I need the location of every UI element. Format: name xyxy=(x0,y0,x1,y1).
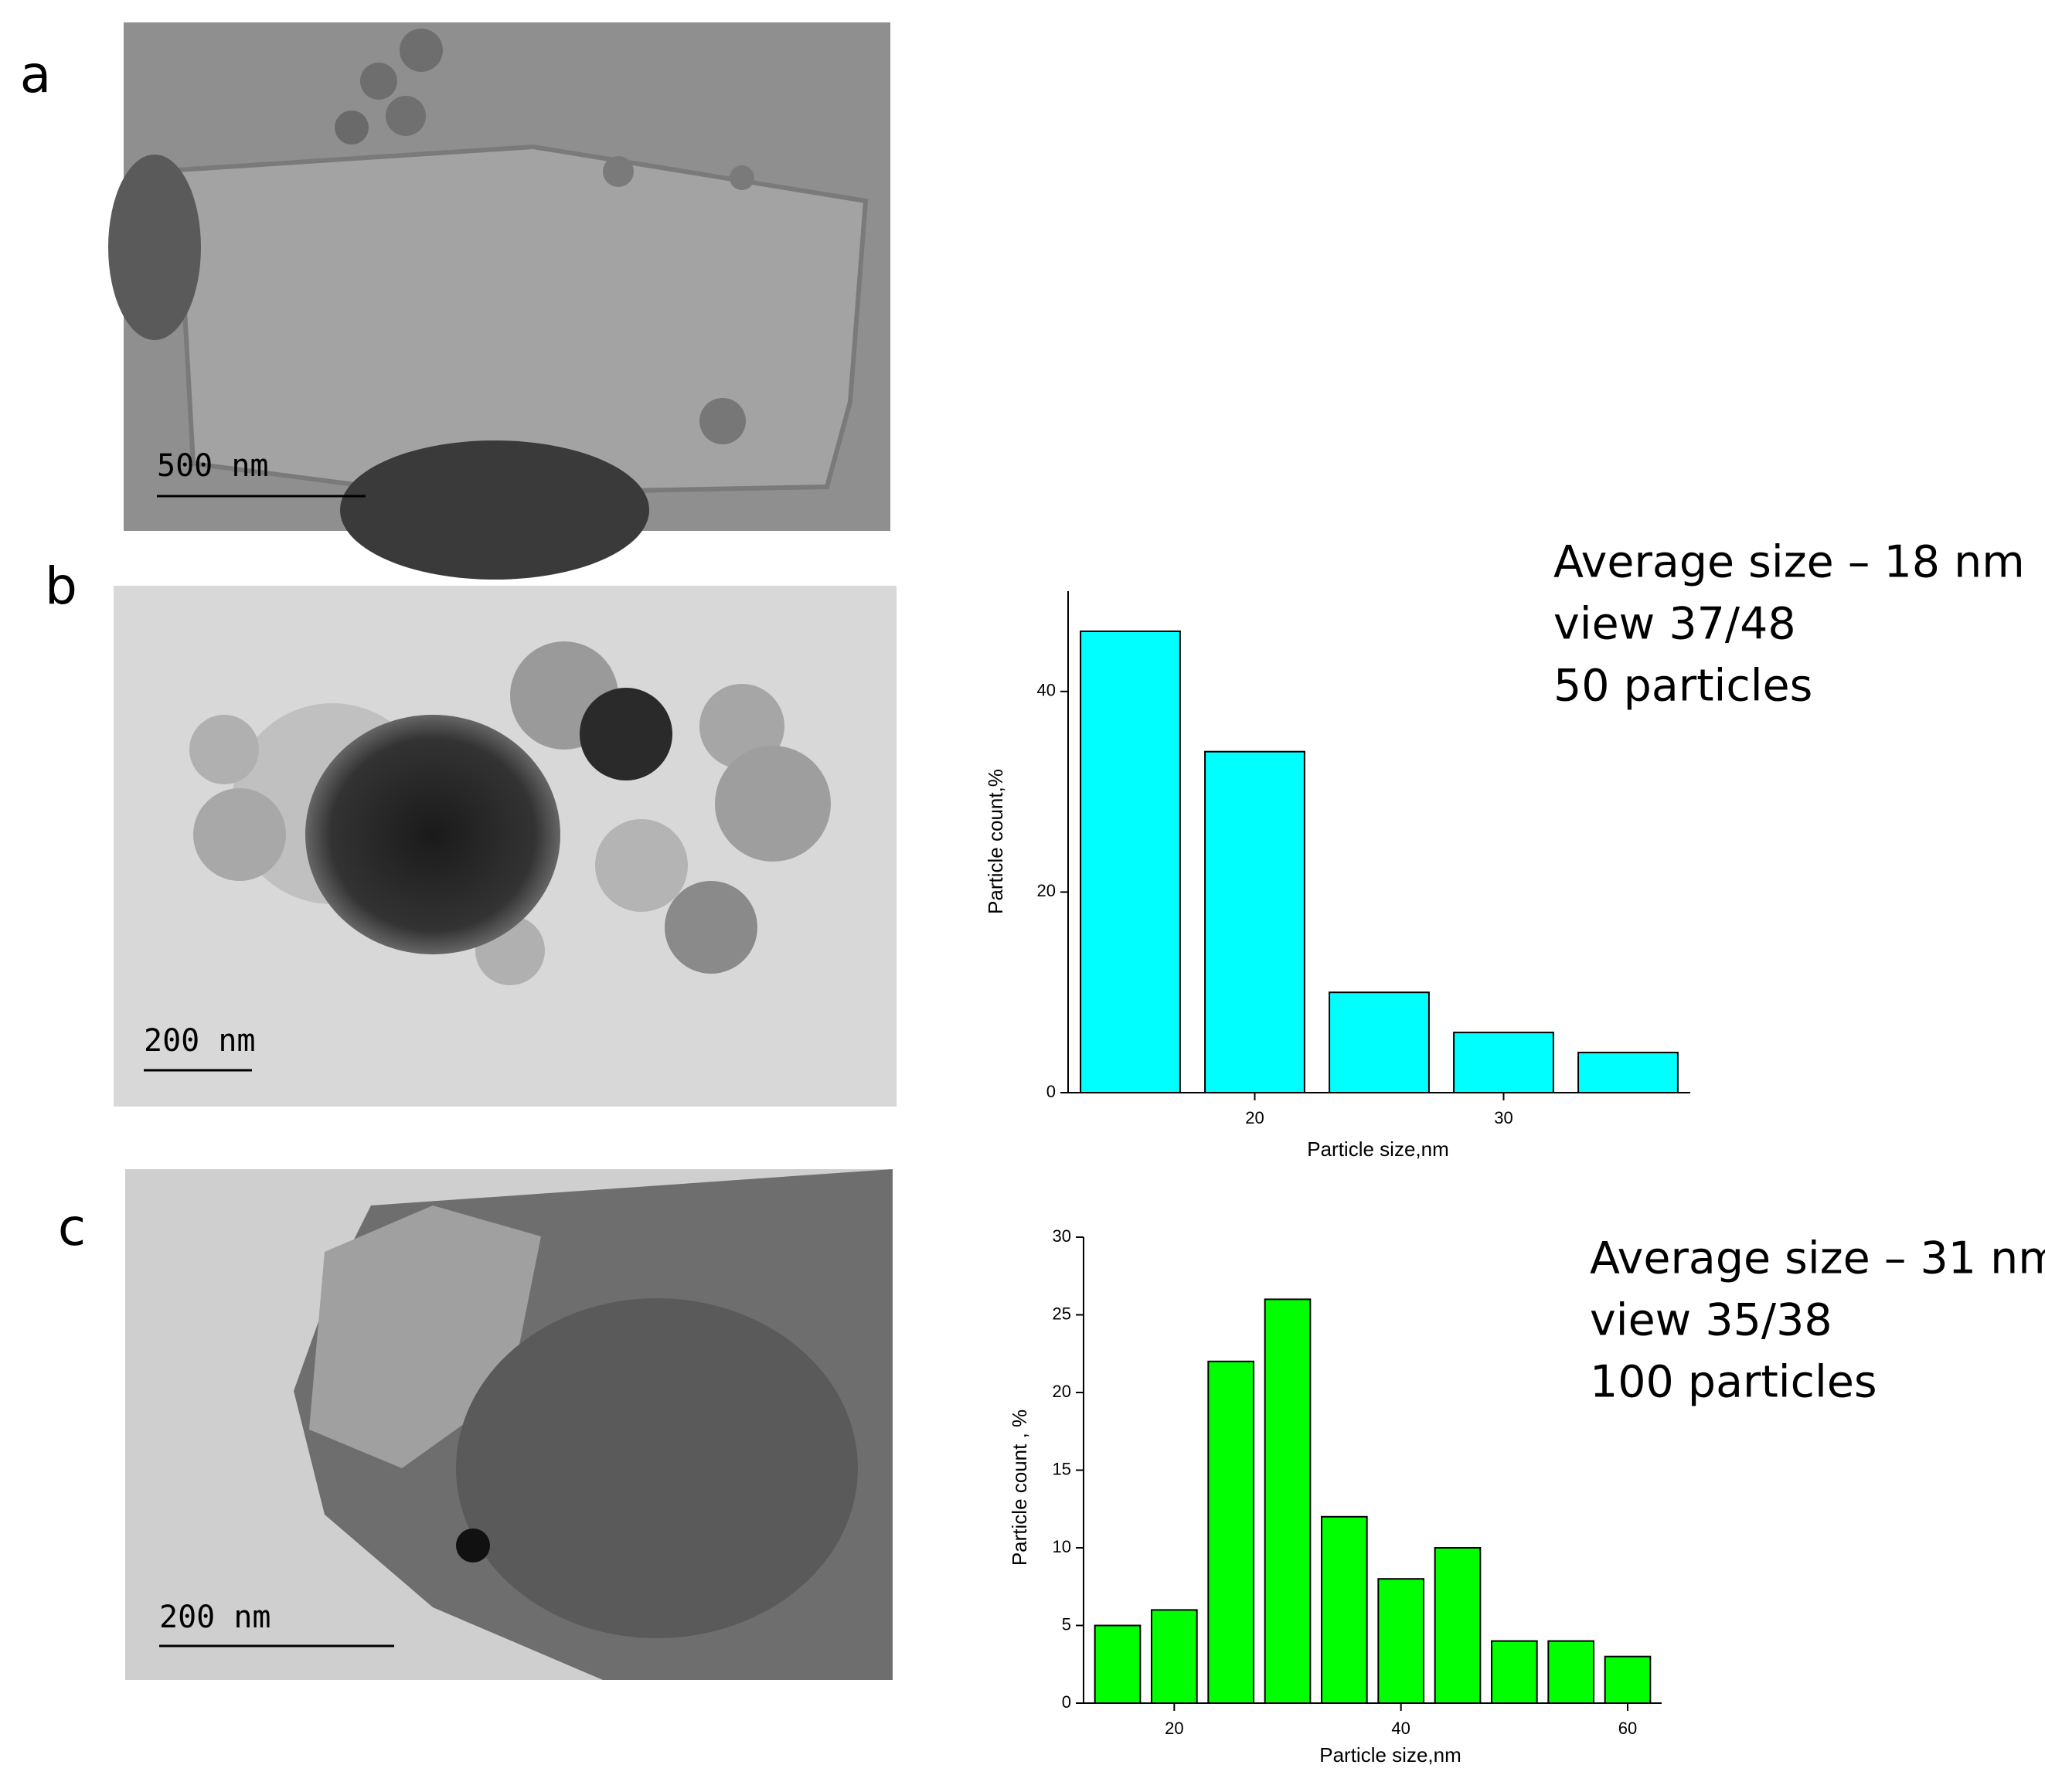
scale-bar-label: 200 nm xyxy=(159,1600,271,1635)
bar xyxy=(1321,1515,1368,1705)
y-tick-label: 30 xyxy=(1053,1226,1071,1246)
y-axis-label: Particle count,% xyxy=(984,769,1007,914)
bar xyxy=(1264,1298,1312,1704)
bar xyxy=(1080,630,1181,1093)
y-tick-label: 20 xyxy=(1037,881,1056,900)
annotation: view 37/48 xyxy=(1553,599,1796,650)
panel-label: b xyxy=(45,556,77,616)
bar xyxy=(1577,1052,1679,1093)
bar xyxy=(1491,1640,1538,1705)
annotation: view 35/38 xyxy=(1590,1295,1832,1346)
y-axis-label: Particle count , % xyxy=(1008,1409,1031,1566)
tem-image-c xyxy=(125,1169,893,1680)
bar xyxy=(1434,1547,1482,1704)
annotation: 50 particles xyxy=(1553,661,1812,712)
x-tick-label: 20 xyxy=(1245,1108,1264,1127)
y-tick-label: 40 xyxy=(1037,681,1056,700)
annotation: Average size – 31 nm xyxy=(1590,1233,2045,1284)
bar xyxy=(1547,1640,1595,1705)
y-tick-label: 10 xyxy=(1053,1537,1071,1556)
y-tick-label: 20 xyxy=(1053,1382,1071,1401)
bar xyxy=(1094,1624,1142,1704)
bar xyxy=(1453,1032,1554,1093)
y-tick-label: 5 xyxy=(1062,1614,1071,1634)
x-tick-label: 40 xyxy=(1391,1719,1410,1738)
bar xyxy=(1377,1578,1425,1704)
panel-label: a xyxy=(20,45,51,104)
tem-image-b xyxy=(114,586,897,1107)
bar xyxy=(1151,1609,1198,1704)
chart: 0 20 40 20 30 Particle size,nm Particle count,… xyxy=(984,537,2025,1161)
scale-bar-label: 500 nm xyxy=(157,448,269,484)
x-axis-label: Particle size,nm xyxy=(1319,1743,1461,1766)
y-tick-label: 0 xyxy=(1062,1692,1071,1712)
annotation: 100 particles xyxy=(1590,1357,1877,1408)
bar xyxy=(1204,750,1305,1093)
x-tick-label: 60 xyxy=(1618,1719,1637,1738)
y-tick-label: 15 xyxy=(1053,1459,1071,1478)
annotation: Average size – 18 nm xyxy=(1553,537,2025,588)
bar xyxy=(1329,991,1430,1093)
panel-label: c xyxy=(58,1198,86,1257)
bar xyxy=(1604,1655,1652,1704)
y-tick-label: 25 xyxy=(1053,1304,1071,1323)
x-tick-label: 20 xyxy=(1165,1719,1183,1738)
chart: 0 5 10 15 20 25 30 20 40 60 Particle size,nm Partic… xyxy=(1008,1226,2045,1766)
bar xyxy=(1207,1360,1255,1705)
x-tick-label: 30 xyxy=(1494,1108,1512,1127)
scale-bar-label: 200 nm xyxy=(144,1023,256,1059)
tem-image-a xyxy=(108,22,890,580)
x-axis-label: Particle size,nm xyxy=(1307,1137,1449,1161)
y-tick-label: 0 xyxy=(1046,1082,1056,1101)
